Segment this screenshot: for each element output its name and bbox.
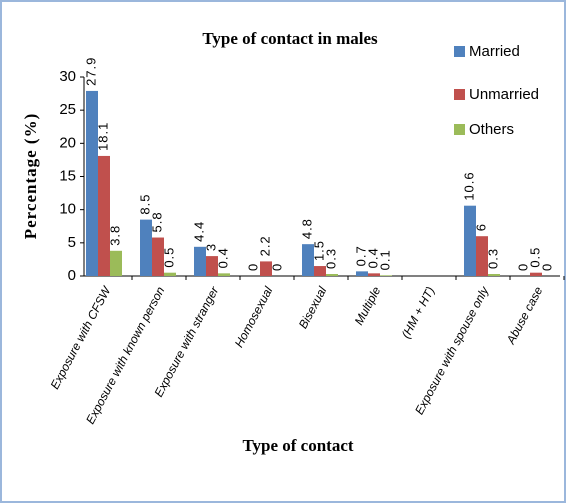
- legend-swatch: [454, 46, 465, 57]
- chart-title: Type of contact in males: [202, 29, 378, 48]
- bar: [152, 237, 164, 276]
- data-label: 10.6: [461, 171, 476, 200]
- y-tick-label: 0: [68, 267, 76, 284]
- data-label: 5.8: [149, 211, 164, 232]
- data-label: 27.9: [83, 57, 98, 86]
- data-label: 0.5: [161, 247, 176, 268]
- data-label: 0.3: [485, 248, 500, 269]
- bar: [260, 261, 272, 276]
- legend-label: Unmarried: [469, 86, 539, 103]
- bar: [380, 275, 392, 276]
- data-label: 3: [203, 243, 218, 251]
- bar: [140, 219, 152, 276]
- data-label: 18.1: [95, 122, 110, 151]
- data-label: 0.5: [527, 247, 542, 268]
- x-axis-title: Type of contact: [242, 436, 353, 455]
- bar: [86, 90, 98, 277]
- data-label: 2.2: [257, 235, 272, 256]
- y-tick-label: 25: [59, 101, 76, 118]
- bar: [110, 250, 122, 276]
- bar: [476, 236, 488, 276]
- bar: [164, 272, 176, 276]
- data-label: 1.5: [311, 240, 326, 261]
- y-tick-label: 20: [59, 134, 76, 151]
- y-tick-label: 30: [59, 68, 76, 85]
- y-axis-title: Percentage (%): [21, 113, 40, 240]
- bar: [326, 274, 338, 276]
- legend-label: Married: [469, 43, 520, 60]
- legend-swatch: [454, 124, 465, 135]
- bar: [206, 256, 218, 276]
- bar: [302, 244, 314, 276]
- data-label: 0.1: [377, 249, 392, 270]
- data-label: 0.3: [323, 248, 338, 269]
- legend-swatch: [454, 89, 465, 100]
- bar: [98, 155, 110, 276]
- bar: [194, 246, 206, 276]
- bar: [488, 274, 500, 276]
- data-label: 0: [515, 263, 530, 271]
- data-label: 3.8: [107, 225, 122, 246]
- data-label: 0.4: [215, 247, 230, 268]
- bar: [356, 271, 368, 276]
- bar: [530, 272, 542, 276]
- data-label: 0: [245, 263, 260, 271]
- bar: [314, 266, 326, 276]
- bar: [368, 273, 380, 276]
- legend-label: Others: [469, 121, 514, 138]
- data-label: 4.8: [299, 218, 314, 239]
- data-label: 0.4: [365, 247, 380, 268]
- data-label: 0: [269, 263, 284, 271]
- data-label: 8.5: [137, 194, 152, 215]
- bar: [464, 205, 476, 276]
- y-tick-label: 15: [59, 167, 76, 184]
- bar: [218, 273, 230, 276]
- y-tick-label: 5: [68, 234, 76, 251]
- data-label: 6: [473, 223, 488, 231]
- data-label: 0: [539, 263, 554, 271]
- data-label: 0.7: [353, 245, 368, 266]
- y-tick-label: 10: [59, 201, 76, 218]
- data-label: 4.4: [191, 221, 206, 242]
